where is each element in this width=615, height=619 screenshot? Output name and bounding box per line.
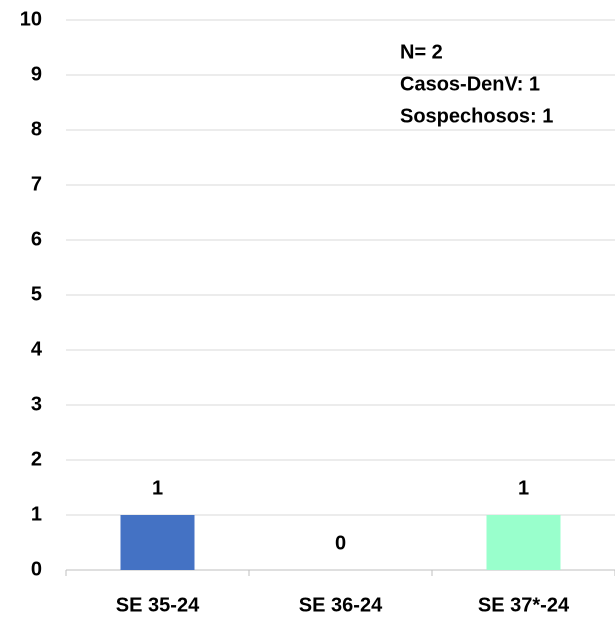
x-tick-label: SE 36-24 [299, 594, 383, 616]
y-tick-label: 10 [20, 8, 42, 30]
y-tick-label: 5 [31, 283, 42, 305]
y-tick-label: 4 [31, 338, 43, 360]
x-tick-label: SE 37*-24 [478, 594, 570, 616]
y-tick-label: 8 [31, 118, 42, 140]
y-tick-label: 9 [31, 63, 42, 85]
data-label: 1 [152, 477, 163, 499]
data-label: 0 [335, 532, 346, 554]
y-tick-label: 7 [31, 173, 42, 195]
y-tick-label: 0 [31, 558, 42, 580]
bar [486, 515, 561, 570]
y-tick-label: 6 [31, 228, 42, 250]
x-tick-label: SE 35-24 [116, 594, 200, 616]
y-tick-label: 1 [31, 503, 42, 525]
bar [120, 515, 195, 570]
y-tick-label: 3 [31, 393, 42, 415]
data-label: 1 [518, 477, 529, 499]
annotation: N= 2 [400, 41, 443, 63]
y-tick-label: 2 [31, 448, 42, 470]
annotation: Sospechosos: 1 [400, 105, 553, 127]
annotation: Casos-DenV: 1 [400, 73, 540, 95]
